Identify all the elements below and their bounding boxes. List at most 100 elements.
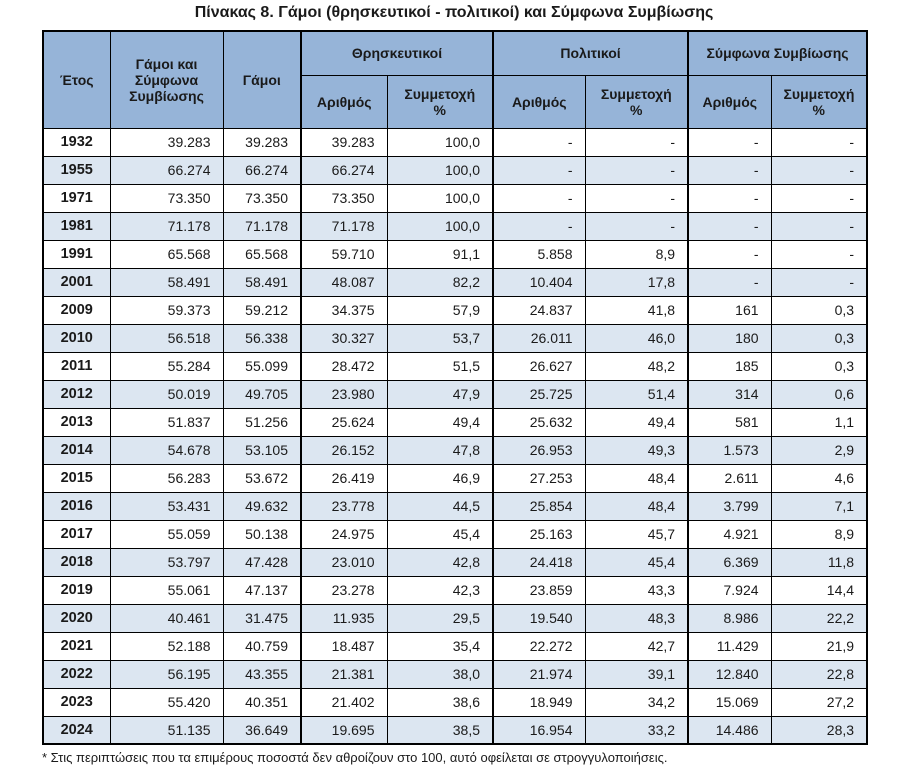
value-cell: 39,1: [584, 659, 689, 689]
value-cell: 52.188: [109, 631, 224, 661]
value-cell: 38,5: [386, 715, 494, 745]
value-cell: 12.840: [687, 659, 772, 689]
value-cell: 25.163: [492, 519, 586, 549]
value-cell: 55.099: [222, 351, 302, 381]
value-cell: 23.778: [300, 491, 388, 521]
table-row: 2022 56.195 43.355 21.381 38,0 21.974 39,1 12.8…: [42, 659, 868, 689]
value-cell: 185: [687, 351, 772, 381]
value-cell: 48,2: [584, 351, 689, 381]
value-cell: 27,2: [770, 687, 868, 717]
value-cell: 16.954: [492, 715, 586, 745]
value-cell: 2.611: [687, 463, 772, 493]
value-cell: 19.540: [492, 603, 586, 633]
value-cell: 40.461: [109, 603, 224, 633]
value-cell: -: [770, 239, 868, 269]
value-cell: 59.212: [222, 295, 302, 325]
value-cell: 44,5: [386, 491, 494, 521]
table-row: 2012 50.019 49.705 23.980 47,9 25.725 51,4 314 0…: [42, 379, 868, 409]
value-cell: 66.274: [109, 155, 224, 185]
value-cell: 14.486: [687, 715, 772, 745]
value-cell: 53.431: [109, 491, 224, 521]
value-cell: 46,9: [386, 463, 494, 493]
value-cell: 53,7: [386, 323, 494, 353]
value-cell: 91,1: [386, 239, 494, 269]
value-cell: 42,3: [386, 575, 494, 605]
value-cell: 57,9: [386, 295, 494, 325]
year-cell: 2021: [42, 631, 111, 661]
value-cell: 38,6: [386, 687, 494, 717]
group-header-religious: Θρησκευτικοί: [299, 30, 494, 76]
table-row: 2021 52.188 40.759 18.487 35,4 22.272 42,7 11.4…: [42, 631, 868, 661]
value-cell: 51,4: [584, 379, 689, 409]
value-cell: 56.283: [109, 463, 224, 493]
value-cell: -: [687, 239, 772, 269]
value-cell: -: [687, 183, 772, 213]
value-cell: 53.105: [222, 435, 302, 465]
value-cell: 65.568: [222, 239, 302, 269]
table-row: 2011 55.284 55.099 28.472 51,5 26.627 48,2 185 0…: [42, 351, 868, 381]
value-cell: 53.797: [109, 547, 224, 577]
col-header-total: Γάμοι και Σύμφωνα Συμβίωσης: [109, 30, 224, 129]
value-cell: 26.953: [492, 435, 586, 465]
value-cell: 40.759: [222, 631, 302, 661]
value-cell: 25.632: [492, 407, 586, 437]
group-header-civil: Πολιτικοί: [492, 30, 689, 76]
value-cell: 23.010: [300, 547, 388, 577]
value-cell: -: [687, 211, 772, 241]
value-cell: 25.725: [492, 379, 586, 409]
value-cell: 36.649: [222, 715, 302, 745]
value-cell: 55.061: [109, 575, 224, 605]
value-cell: 47,8: [386, 435, 494, 465]
table-row: 2016 53.431 49.632 23.778 44,5 25.854 48,4 3.79…: [42, 491, 868, 521]
group-header-cohabitation: Σύμφωνα Συμβίωσης: [687, 30, 868, 76]
value-cell: 40.351: [222, 687, 302, 717]
col-header-civil-count: Αριθμός: [492, 74, 586, 129]
value-cell: 58.491: [222, 267, 302, 297]
value-cell: 42,7: [584, 631, 689, 661]
value-cell: 34.375: [300, 295, 388, 325]
year-cell: 2001: [42, 267, 111, 297]
table-body: 1932 39.283 39.283 39.283 100,0- - - -1955 66.27…: [42, 127, 868, 745]
value-cell: 1.573: [687, 435, 772, 465]
value-cell: 46,0: [584, 323, 689, 353]
value-cell: 56.338: [222, 323, 302, 353]
table-row: 2024 51.135 36.649 19.695 38,5 16.954 33,2 14.4…: [42, 715, 868, 745]
year-cell: 2018: [42, 547, 111, 577]
value-cell: 0,6: [770, 379, 868, 409]
value-cell: 59.710: [300, 239, 388, 269]
value-cell: 49.705: [222, 379, 302, 409]
col-header-year: Έτος: [42, 30, 111, 129]
value-cell: 51.837: [109, 407, 224, 437]
value-cell: 23.278: [300, 575, 388, 605]
value-cell: 47.137: [222, 575, 302, 605]
value-cell: 23.859: [492, 575, 586, 605]
year-cell: 2010: [42, 323, 111, 353]
value-cell: -: [492, 127, 586, 157]
year-cell: 2017: [42, 519, 111, 549]
year-cell: 1981: [42, 211, 111, 241]
table-row: 2015 56.283 53.672 26.419 46,9 27.253 48,4 2.61…: [42, 463, 868, 493]
value-cell: 11,8: [770, 547, 868, 577]
value-cell: 0,3: [770, 323, 868, 353]
value-cell: 2,9: [770, 435, 868, 465]
value-cell: 73.350: [222, 183, 302, 213]
table-header: Έτος Γάμοι και Σύμφωνα Συμβίωσης Γάμοι Θ…: [42, 30, 868, 129]
footnote: * Στις περιπτώσεις που τα επιμέρους ποσο…: [42, 750, 668, 765]
year-cell: 1971: [42, 183, 111, 213]
value-cell: 314: [687, 379, 772, 409]
page-title: Πίνακας 8. Γάμοι (θρησκευτικοί - πολιτικ…: [194, 4, 714, 21]
value-cell: 66.274: [300, 155, 388, 185]
value-cell: -: [584, 183, 689, 213]
value-cell: 51.256: [222, 407, 302, 437]
year-cell: 1932: [42, 127, 111, 157]
year-cell: 2019: [42, 575, 111, 605]
value-cell: 55.284: [109, 351, 224, 381]
value-cell: 31.475: [222, 603, 302, 633]
value-cell: 180: [687, 323, 772, 353]
value-cell: 58.491: [109, 267, 224, 297]
value-cell: 15.069: [687, 687, 772, 717]
value-cell: 65.568: [109, 239, 224, 269]
value-cell: 48,3: [584, 603, 689, 633]
value-cell: 54.678: [109, 435, 224, 465]
value-cell: 38,0: [386, 659, 494, 689]
